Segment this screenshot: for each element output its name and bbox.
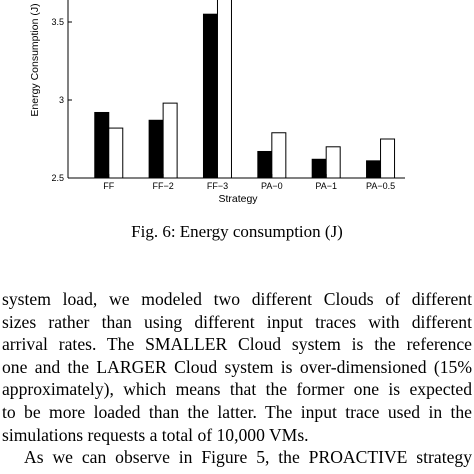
chart-svg: 2.5 3 3.5 FF FF−2 FF−3 PA−0 PA−1 PA−0.5 Strateg… <box>29 0 405 205</box>
bar-black-2 <box>202 13 218 179</box>
bar-black-5 <box>366 160 382 179</box>
bars-group <box>94 0 396 179</box>
x-ticks-group: FF FF−2 FF−3 PA−0 PA−1 PA−0.5 <box>103 174 395 191</box>
y-tick-label: 2.5 <box>51 173 64 183</box>
x-tick-label: FF <box>103 181 114 191</box>
body-line: one and the LARGER Cloud system is over-… <box>2 356 472 377</box>
body-line: simulations requests a total of 10,000 V… <box>2 424 309 445</box>
y-tick-label: 3.5 <box>51 17 64 27</box>
body-paragraph: system load, we modeled two different Cl… <box>2 288 472 469</box>
body-line: system load, we modeled two different Cl… <box>2 289 472 309</box>
figure-caption: Fig. 6: Energy consumption (J) <box>131 222 343 241</box>
body-line: As we can observe in Figure 5, the PROAC… <box>24 447 472 468</box>
x-tick-label: PA−0 <box>261 181 283 191</box>
bar-white-4 <box>325 146 341 179</box>
y-axis-label: Energy Consumption (J) <box>29 3 41 116</box>
body-line: arrival rates. The SMALLER Cloud system … <box>2 334 472 355</box>
y-ticks-group: 2.5 3 3.5 <box>51 17 72 183</box>
x-tick-label: FF−3 <box>207 181 228 191</box>
bar-black-4 <box>311 158 327 179</box>
bar-white-1 <box>162 102 178 179</box>
body-line: approximately), which means that the for… <box>2 379 472 400</box>
x-axis-label: Strategy <box>218 193 258 205</box>
body-line: to be more loaded than the latter. The i… <box>2 401 472 422</box>
bar-white-2 <box>216 0 232 179</box>
bar-white-5 <box>380 138 396 179</box>
body-line: sizes rather than using different input … <box>2 311 472 332</box>
bar-black-1 <box>148 119 164 179</box>
bar-black-3 <box>257 150 273 179</box>
bar-white-0 <box>108 127 124 179</box>
y-tick-label: 3 <box>59 95 64 105</box>
energy-consumption-chart: 2.5 3 3.5 FF FF−2 FF−3 PA−0 PA−1 PA−0.5 Strateg… <box>0 0 474 215</box>
bar-white-3 <box>271 132 287 179</box>
x-tick-label: PA−1 <box>315 181 337 191</box>
x-tick-label: PA−0.5 <box>366 181 395 191</box>
bar-black-0 <box>94 111 110 179</box>
x-tick-label: FF−2 <box>152 181 173 191</box>
